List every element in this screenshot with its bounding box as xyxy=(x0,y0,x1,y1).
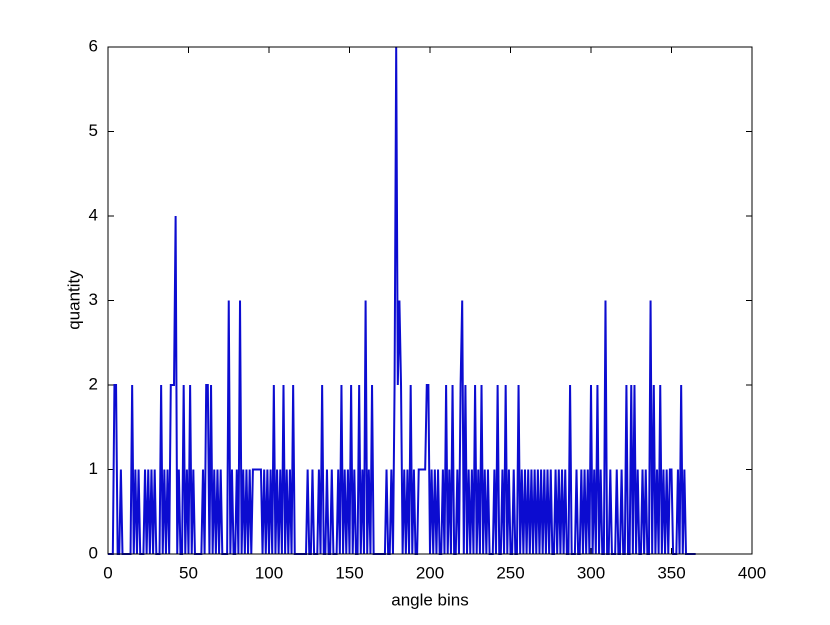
x-tick-label: 350 xyxy=(657,563,685,582)
x-tick-label: 300 xyxy=(577,563,605,582)
y-tick-label: 6 xyxy=(89,36,98,55)
y-tick-label: 4 xyxy=(89,205,98,224)
x-tick-label: 50 xyxy=(179,563,198,582)
y-tick-label: 2 xyxy=(89,374,98,393)
y-tick-label: 0 xyxy=(89,543,98,562)
x-tick-label: 0 xyxy=(103,563,112,582)
y-tick-label: 1 xyxy=(89,459,98,478)
y-tick-label: 3 xyxy=(89,290,98,309)
y-tick-label: 5 xyxy=(89,121,98,140)
x-tick-label: 150 xyxy=(335,563,363,582)
x-tick-label: 200 xyxy=(416,563,444,582)
y-axis-label: quantity xyxy=(64,270,83,330)
plot-frame xyxy=(107,46,753,555)
data-line xyxy=(108,46,696,555)
x-axis-label: angle bins xyxy=(391,590,469,609)
x-tick-label: 100 xyxy=(255,563,283,582)
x-tick-label: 250 xyxy=(496,563,524,582)
x-tick-label: 400 xyxy=(738,563,766,582)
